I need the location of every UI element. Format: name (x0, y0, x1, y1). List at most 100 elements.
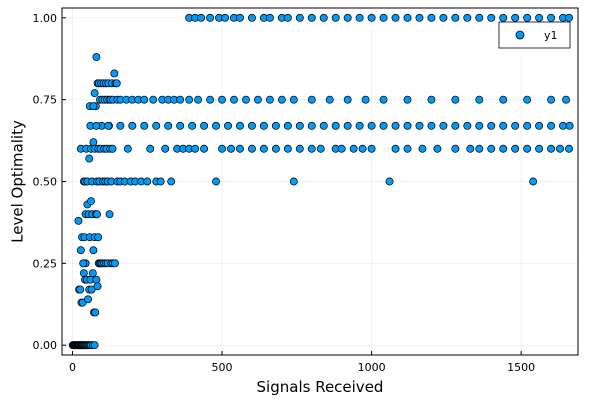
y-tick-label: 1.00 (33, 12, 58, 25)
data-point (221, 13, 229, 22)
data-point (161, 144, 170, 153)
data-point (105, 210, 114, 219)
y-tick-label: 0.00 (33, 339, 58, 352)
x-tick-label: 1000 (358, 361, 386, 374)
data-point (212, 121, 220, 130)
data-point (499, 95, 508, 104)
data-point (236, 144, 244, 153)
data-point (265, 95, 274, 104)
data-point (108, 144, 117, 153)
data-point (343, 121, 352, 130)
data-point (499, 121, 508, 130)
data-point (325, 95, 334, 104)
data-point (331, 13, 340, 22)
legend-label: y1 (544, 29, 558, 42)
data-point (427, 121, 436, 130)
data-point (143, 177, 152, 186)
data-point (547, 13, 556, 22)
data-point (355, 13, 364, 22)
data-point (289, 95, 298, 104)
data-point (79, 259, 88, 268)
data-point (361, 95, 370, 104)
data-point (355, 121, 364, 130)
data-point (451, 95, 460, 104)
data-point (283, 121, 292, 130)
legend-marker (515, 30, 525, 40)
data-point (307, 121, 316, 130)
data-point (200, 144, 209, 153)
data-point (358, 144, 367, 153)
data-point (319, 121, 328, 130)
data-point (523, 144, 532, 153)
data-point (295, 121, 304, 130)
data-point (499, 144, 508, 153)
data-point (200, 121, 209, 130)
data-point (247, 144, 256, 153)
data-point (316, 144, 325, 153)
data-point (242, 95, 250, 104)
legend-box (498, 21, 571, 49)
data-point (104, 121, 113, 130)
data-point (547, 121, 556, 130)
data-points (68, 13, 574, 350)
data-point (367, 144, 376, 153)
data-point (283, 144, 292, 153)
data-point (349, 144, 358, 153)
data-point (487, 121, 496, 130)
data-point (94, 233, 103, 242)
data-point (451, 121, 460, 130)
data-point (247, 121, 256, 130)
data-point (391, 144, 400, 153)
data-point (565, 121, 574, 130)
data-point (475, 95, 484, 104)
data-point (391, 13, 400, 22)
data-point (218, 95, 226, 104)
y-tick-label: 0.25 (33, 257, 58, 270)
data-point (343, 95, 352, 104)
data-point (247, 13, 256, 22)
data-point (206, 95, 215, 104)
data-point (277, 95, 286, 104)
data-point (212, 177, 220, 186)
data-point (379, 13, 388, 22)
data-point (176, 121, 185, 130)
data-point (89, 138, 98, 147)
data-point (206, 13, 215, 22)
data-point (140, 121, 149, 130)
data-point (565, 144, 573, 153)
data-point (89, 246, 98, 255)
data-point (236, 121, 244, 130)
data-point (259, 121, 268, 130)
y-tick-label: 0.50 (33, 176, 58, 189)
data-point (110, 69, 119, 78)
data-point (451, 144, 460, 153)
data-point (253, 95, 262, 104)
data-point (89, 102, 98, 111)
data-point (265, 13, 274, 22)
data-point (463, 13, 472, 22)
data-point (403, 121, 412, 130)
data-point (562, 95, 570, 104)
data-point (128, 121, 137, 130)
data-point (259, 144, 268, 153)
data-point (547, 95, 556, 104)
data-point (79, 269, 88, 278)
data-point (283, 13, 292, 22)
data-point (87, 285, 96, 294)
data-point (451, 13, 460, 22)
data-point (403, 144, 412, 153)
data-point (565, 13, 573, 22)
data-point (367, 13, 376, 22)
data-point (76, 285, 85, 294)
data-point (191, 144, 200, 153)
data-point (167, 177, 176, 186)
data-point (463, 121, 472, 130)
data-point (85, 154, 94, 163)
data-point (529, 177, 538, 186)
data-point (236, 13, 244, 22)
data-point (271, 121, 280, 130)
data-point (152, 121, 161, 130)
data-point (535, 121, 544, 130)
